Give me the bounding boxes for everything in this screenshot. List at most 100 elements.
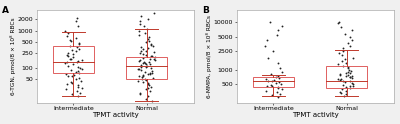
Point [337,74,344,76]
Point [335,63,342,65]
Point [339,54,345,56]
Point [340,47,346,49]
Point [342,33,348,35]
Point [70,53,76,55]
Point [349,29,356,31]
Point [339,88,345,90]
Point [145,87,151,89]
Point [76,42,82,44]
Point [68,69,74,71]
Point [143,98,149,100]
Point [142,79,149,81]
Point [343,75,349,77]
Point [73,78,79,80]
Point [144,73,151,75]
Point [262,78,269,80]
Point [72,71,79,73]
Point [148,72,155,74]
Point [145,18,152,20]
Point [62,62,68,64]
Point [336,21,343,23]
Point [344,66,351,68]
Point [75,70,81,72]
Point [64,54,70,56]
Point [346,45,353,47]
Point [347,76,354,78]
Point [342,86,349,88]
Point [272,76,279,78]
Point [136,30,142,32]
Point [69,75,76,77]
Point [61,30,68,32]
Point [73,37,80,39]
Point [71,74,78,76]
Point [268,73,274,75]
Point [337,91,343,93]
Point [345,74,351,76]
Point [346,36,353,38]
Point [278,88,285,90]
Point [140,62,146,64]
Point [349,83,356,85]
Point [342,58,348,60]
Y-axis label: 6-MMPA, pmol/8 × 10⁸ RBCs: 6-MMPA, pmol/8 × 10⁸ RBCs [206,15,212,98]
Point [65,32,71,34]
Point [336,52,342,54]
Point [338,60,345,62]
Point [143,88,150,90]
Point [275,87,281,89]
Point [140,48,146,50]
Point [145,95,151,97]
Point [338,92,344,94]
Point [274,91,280,93]
Point [265,57,271,59]
Point [136,75,142,77]
Point [64,61,70,63]
Point [343,90,350,92]
Point [138,66,144,68]
Point [267,21,274,23]
Point [264,39,270,41]
Point [347,85,354,87]
Point [69,82,76,84]
Point [335,22,342,24]
Point [348,70,354,72]
Point [269,85,276,87]
Point [73,50,80,52]
Point [344,67,351,69]
Point [274,29,281,31]
Point [142,62,148,64]
Point [145,47,151,49]
Point [346,87,353,89]
Point [76,77,82,79]
Point [335,78,341,80]
Point [135,68,142,70]
Point [136,60,143,62]
Point [138,69,144,71]
Point [144,83,151,85]
Point [140,53,146,55]
Point [276,77,282,79]
Point [146,36,152,38]
Point [75,66,81,68]
X-axis label: TPMT activity: TPMT activity [92,112,139,118]
Point [65,65,71,67]
Point [146,72,153,74]
Point [349,85,356,87]
Point [269,94,275,96]
Point [74,17,80,19]
Point [63,88,69,90]
Point [275,96,281,98]
Point [142,41,149,43]
Point [70,63,76,65]
Point [76,43,82,45]
Point [145,38,151,40]
Point [140,74,146,76]
Point [343,72,350,74]
Point [348,39,355,41]
Point [276,81,282,83]
Point [76,48,82,50]
Point [78,80,84,82]
Point [346,72,353,74]
Point [64,35,70,37]
